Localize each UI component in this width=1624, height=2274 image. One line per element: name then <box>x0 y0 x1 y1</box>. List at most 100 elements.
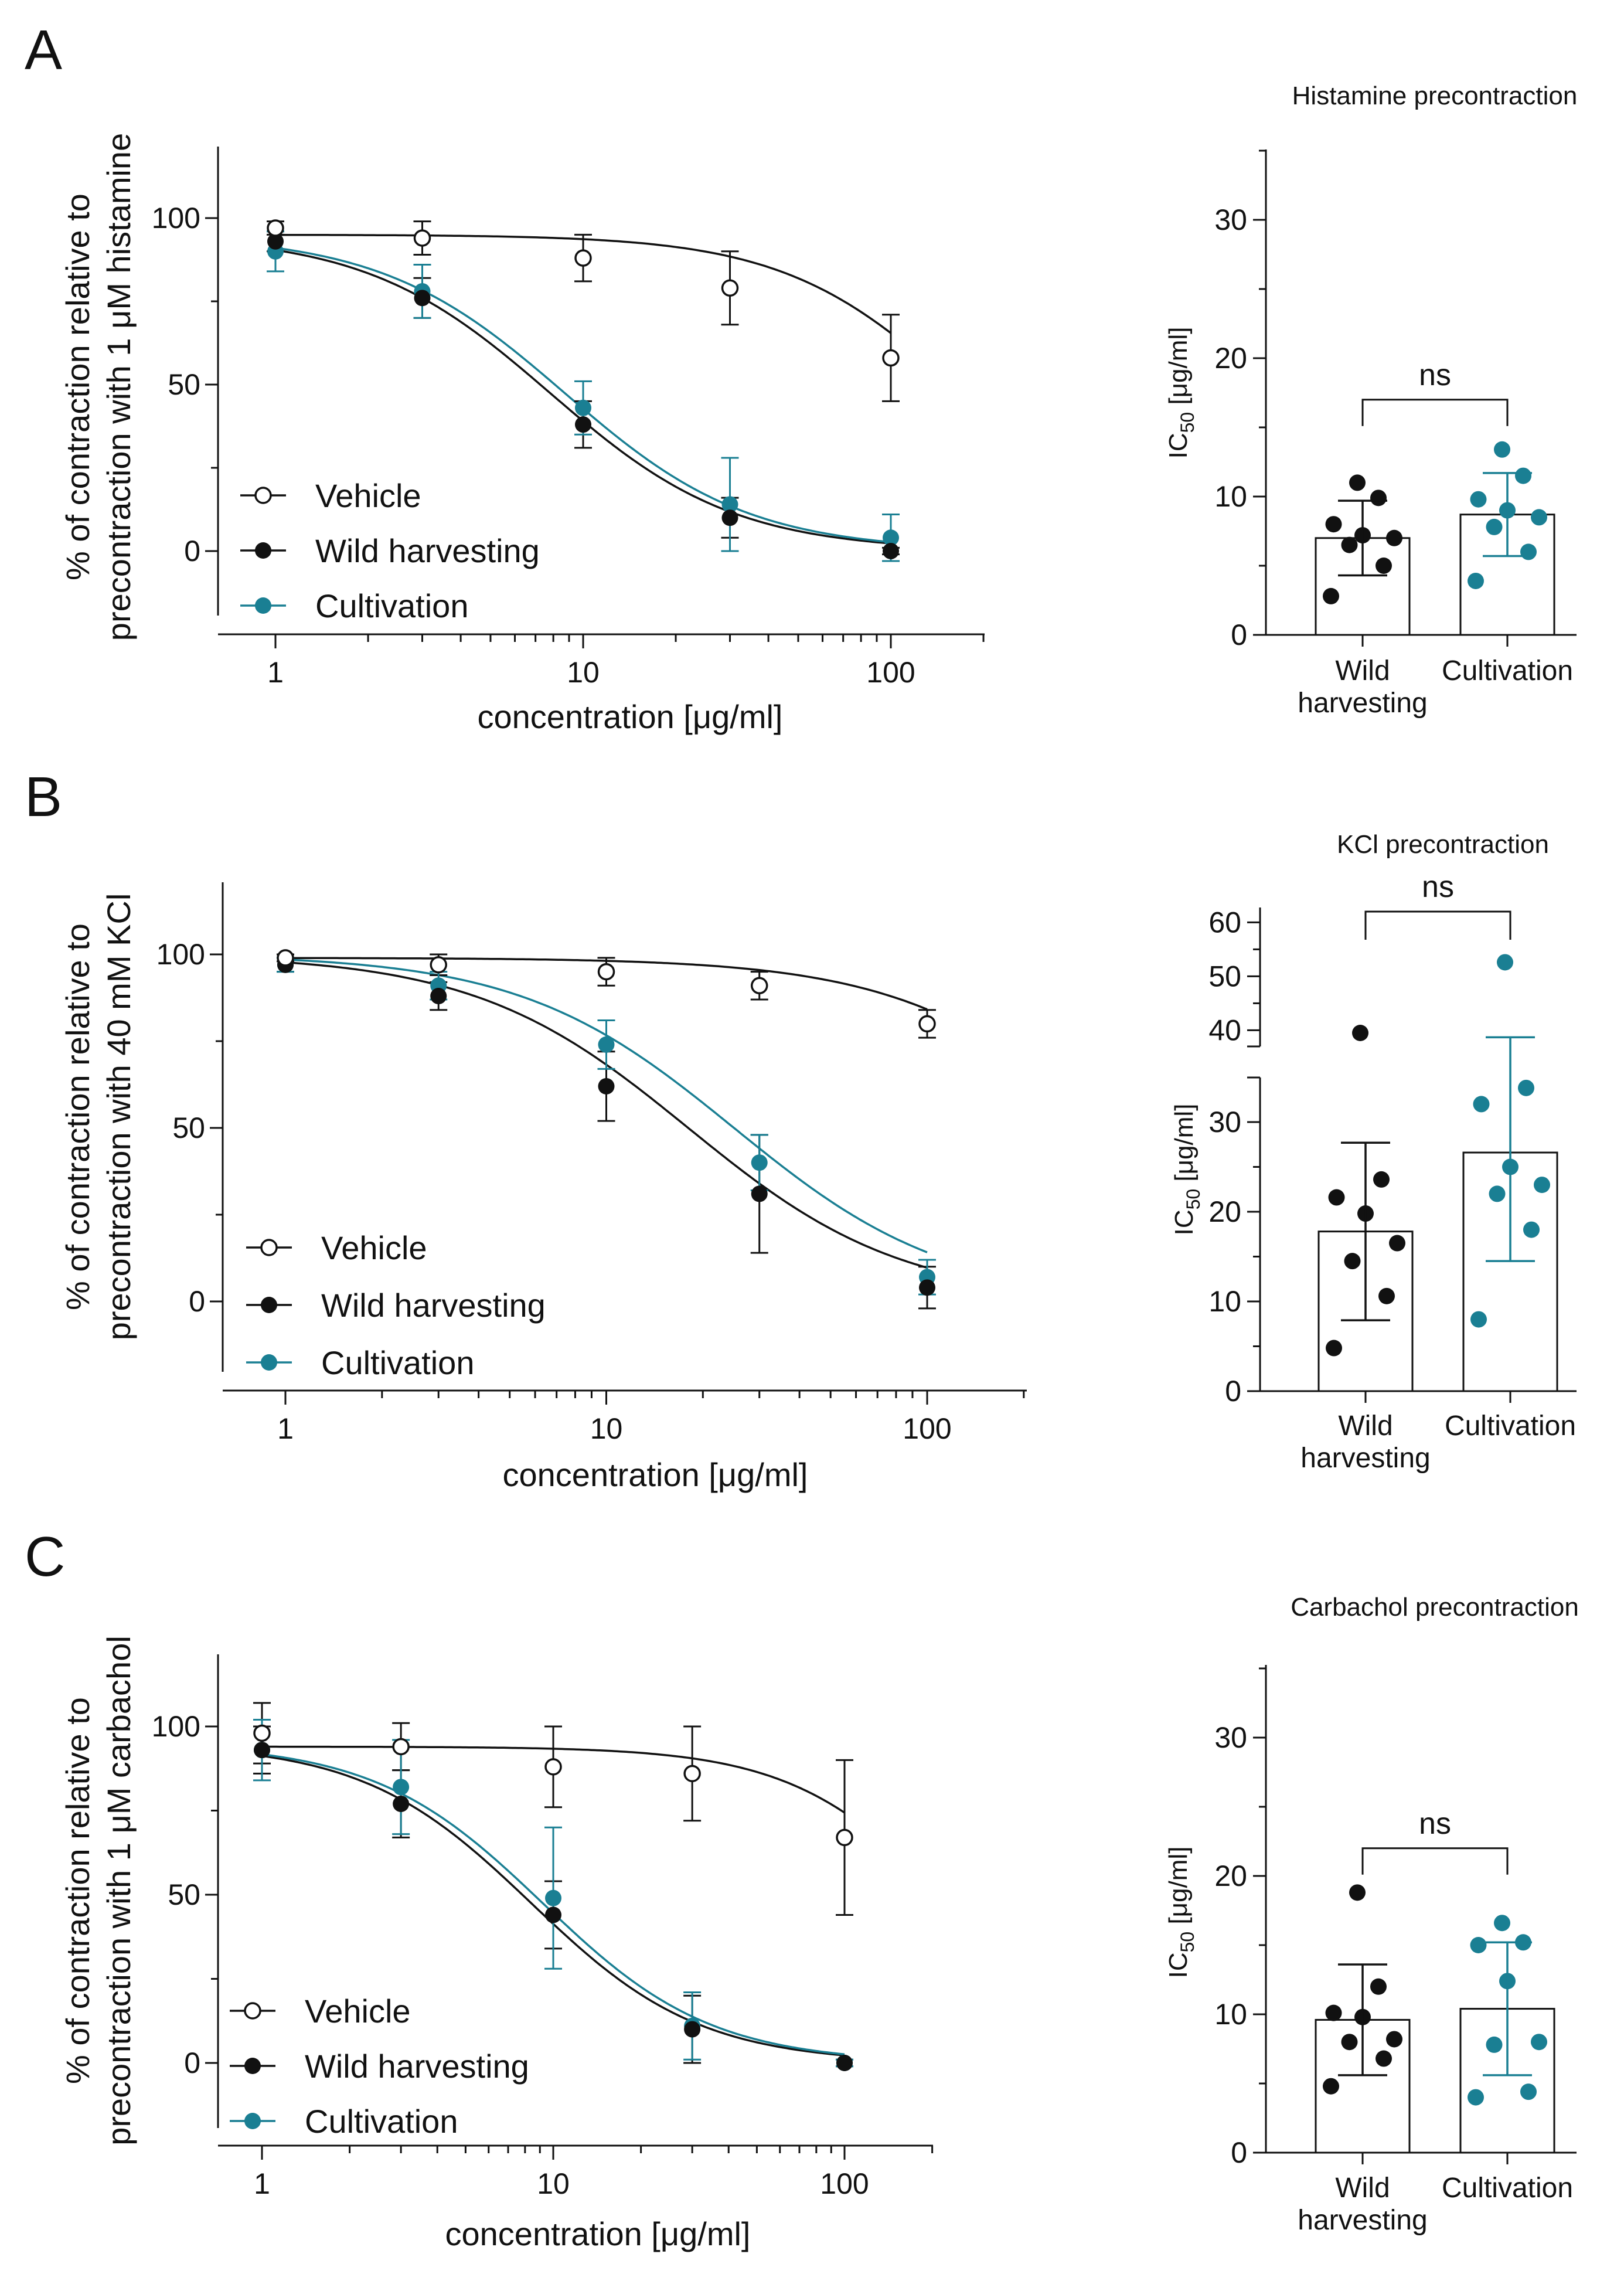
x-tick-label: 10 <box>567 656 600 689</box>
y-tick-label: 50 <box>172 1111 205 1144</box>
data-point-wild-harvesting <box>1326 1340 1342 1357</box>
category-label-wild-harvesting: Wild <box>1335 2173 1390 2204</box>
y-axis-label-unit: [μg/ml] <box>1164 327 1193 412</box>
y-tick-label: 30 <box>1208 1106 1241 1138</box>
data-point-wild-harvesting <box>430 988 447 1005</box>
y-tick-label: 10 <box>1214 1998 1247 2031</box>
y-axis-label-sub: 50 <box>1177 1932 1198 1953</box>
data-point-wild-harvesting <box>883 543 899 559</box>
y-tick-label: 10 <box>1208 1285 1241 1318</box>
legend-label-wild-harvesting: Wild harvesting <box>305 2048 529 2085</box>
data-point-wild-harvesting <box>414 290 431 307</box>
y-tick-label: 100 <box>152 1710 200 1743</box>
x-tick-label: 100 <box>820 2167 869 2200</box>
y-axis-label-line-1: % of contraction relative to <box>59 193 96 580</box>
data-point-wild-harvesting <box>1325 2004 1342 2021</box>
significance-label: ns <box>1419 358 1451 392</box>
data-point-vehicle <box>750 977 768 995</box>
significance-bracket <box>1361 1847 1509 1875</box>
y-tick-label: 30 <box>1214 203 1247 236</box>
y-axis-label: IC50 [μg/ml] <box>1164 327 1198 459</box>
data-point-wild-harvesting <box>545 1906 561 1923</box>
data-point-cultivation <box>1523 1221 1540 1238</box>
data-point-cultivation <box>1531 509 1547 526</box>
data-point-wild-harvesting <box>1378 1287 1395 1304</box>
panel-c-ic50-bar-chart: Carbachol precontraction IC50 [μg/ml] 0 10 2… <box>1164 1593 1579 2236</box>
y-tick-label: 0 <box>1225 1375 1241 1408</box>
y-tick-label: 20 <box>1208 1195 1241 1228</box>
y-tick-label: 100 <box>152 202 200 234</box>
data-point-wild-harvesting <box>1344 1253 1361 1270</box>
y-tick-label: 0 <box>1231 618 1247 651</box>
y-tick-label: 40 <box>1208 1014 1241 1046</box>
data-point-wild-harvesting <box>684 2021 701 2038</box>
data-point-wild-harvesting <box>1386 529 1402 546</box>
data-point-wild-harvesting <box>1389 1235 1405 1252</box>
data-point-cultivation <box>1470 491 1487 508</box>
x-axis-label: concentration [μg/ml] <box>503 1456 808 1493</box>
y-tick-label: 50 <box>168 1878 200 1911</box>
y-tick-label: 50 <box>1208 960 1241 992</box>
data-point-cultivation <box>1486 518 1503 535</box>
y-axis-label-group: % of contraction relative to precontracti… <box>59 1636 137 2146</box>
y-axis-label-line-1: % of contraction relative to <box>59 923 96 1310</box>
panel-a-curve-chart: 0 50 100 1 10 100 concentration [μg/ml] % of co… <box>59 133 985 735</box>
data-point-wild-harvesting <box>1341 2034 1358 2051</box>
data-point-vehicle <box>882 349 900 367</box>
legend: Vehicle Wild harvesting Cultivation <box>230 1993 529 2140</box>
data-point-cultivation <box>1473 1096 1490 1113</box>
category-label-wild-harvesting: Wild <box>1338 1410 1393 1442</box>
data-point-vehicle <box>430 956 447 974</box>
data-point-wild-harvesting <box>1352 1025 1368 1041</box>
data-point-wild-harvesting <box>919 1279 935 1296</box>
y-tick-label: 10 <box>1214 480 1247 513</box>
data-point-wild-harvesting <box>1349 474 1366 491</box>
data-point-wild-harvesting <box>1373 1171 1390 1188</box>
y-tick-label: 50 <box>168 368 200 401</box>
y-axis-label-group: % of contraction relative to precontracti… <box>59 893 137 1341</box>
legend-label-cultivation: Cultivation <box>305 2103 458 2140</box>
data-point-wild-harvesting <box>1325 516 1342 533</box>
y-tick-label: 0 <box>1231 2136 1247 2169</box>
data-point-wild-harvesting <box>1328 1189 1345 1206</box>
data-point-cultivation <box>1468 2089 1484 2106</box>
y-axis-label-line-2: precontraction with 1 μM histamine <box>100 133 137 641</box>
data-point-wild-harvesting <box>1386 2031 1402 2048</box>
y-tick-label: 20 <box>1214 1860 1247 1892</box>
panel-letter-c: C <box>25 1525 65 1588</box>
legend-marker-vehicle <box>260 1239 278 1256</box>
x-tick-label: 1 <box>277 1412 294 1445</box>
data-point-wild-harvesting <box>1370 1978 1387 1995</box>
data-point-cultivation <box>1470 1937 1487 1953</box>
panel-c-curve-chart: 0 50 100 1 10 100 concentration [μg/ml] % of co… <box>59 1636 934 2252</box>
panel-letter-a: A <box>25 19 62 81</box>
data-point-cultivation <box>598 1036 615 1053</box>
x-axis-label: concentration [μg/ml] <box>445 2215 751 2252</box>
y-axis-label: IC50 [μg/ml] <box>1164 1847 1198 1979</box>
data-point-wild-harvesting <box>1323 587 1339 604</box>
data-point-wild-harvesting <box>836 2055 853 2071</box>
data-point-vehicle <box>574 249 592 267</box>
chart-title: Histamine precontraction <box>1292 81 1578 110</box>
legend-marker-wild-harvesting <box>255 542 271 559</box>
data-point-wild-harvesting <box>598 1077 615 1094</box>
data-point-cultivation <box>1520 2083 1537 2100</box>
data-point-wild-harvesting <box>393 1796 410 1813</box>
category-label-cultivation: Cultivation <box>1445 1410 1576 1442</box>
y-axis-label-line-1: % of contraction relative to <box>59 1697 96 2084</box>
data-point-cultivation <box>1518 1079 1534 1096</box>
data-point-wild-harvesting <box>1370 490 1387 507</box>
data-point-cultivation <box>1531 2034 1547 2051</box>
data-point-vehicle <box>918 1015 936 1033</box>
legend-marker-cultivation <box>255 597 271 614</box>
y-axis-label-sub: 50 <box>1177 412 1198 433</box>
y-axis-label-line-2: precontraction with 1 μM carbachol <box>100 1636 137 2146</box>
legend-label-vehicle: Vehicle <box>305 1993 411 2030</box>
x-tick-label: 1 <box>254 2167 270 2200</box>
data-point-cultivation <box>1494 441 1510 458</box>
data-point-vehicle <box>267 219 284 237</box>
legend: Vehicle Wild harvesting Cultivation <box>246 1229 546 1381</box>
y-axis-label-main: IC <box>1164 1952 1193 1978</box>
data-point-cultivation <box>1494 1915 1510 1932</box>
y-axis-label-unit: [μg/ml] <box>1170 1104 1199 1189</box>
